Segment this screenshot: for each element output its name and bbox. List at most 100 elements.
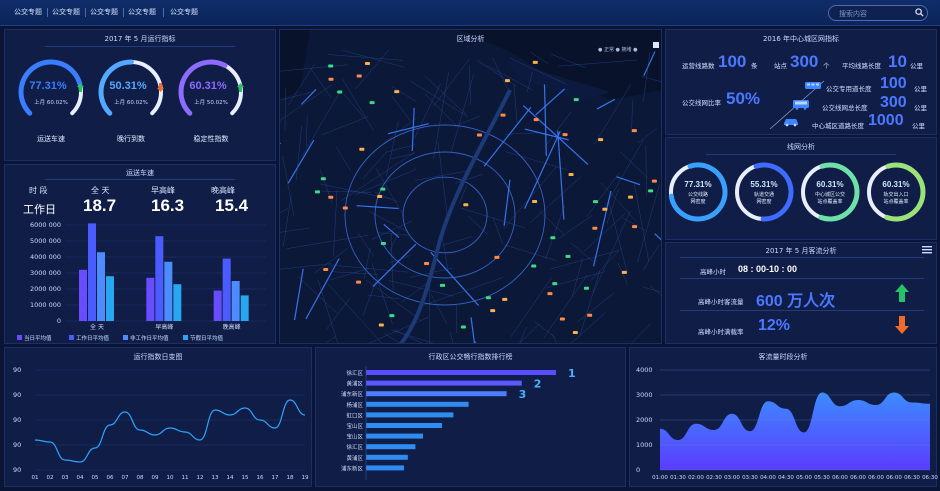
traffic-marker[interactable] xyxy=(532,60,538,64)
traffic-marker[interactable] xyxy=(494,255,500,259)
traffic-marker[interactable] xyxy=(359,147,365,151)
series-line[interactable] xyxy=(34,399,306,463)
bar[interactable] xyxy=(79,269,87,321)
traffic-marker[interactable] xyxy=(323,267,329,271)
traffic-marker[interactable] xyxy=(533,118,539,122)
traffic-marker[interactable] xyxy=(500,113,506,117)
traffic-marker[interactable] xyxy=(602,207,608,211)
rank-bar[interactable] xyxy=(366,412,454,418)
traffic-marker[interactable] xyxy=(364,61,370,65)
nav-item-1[interactable]: 公交专题 xyxy=(14,8,42,16)
traffic-marker[interactable] xyxy=(380,241,386,245)
traffic-marker[interactable] xyxy=(328,195,334,199)
city-road-map[interactable] xyxy=(280,30,662,344)
traffic-marker[interactable] xyxy=(592,226,598,230)
traffic-marker[interactable] xyxy=(328,77,334,81)
nav-item-4[interactable]: 公交专题 xyxy=(128,8,156,16)
map-corner-icon[interactable] xyxy=(653,42,659,48)
traffic-marker[interactable] xyxy=(440,283,446,287)
nav-item-3[interactable]: 公交专题 xyxy=(90,8,118,16)
traffic-marker[interactable] xyxy=(342,206,348,210)
traffic-marker[interactable] xyxy=(550,236,556,240)
load-label: 高峰小时满载率 xyxy=(698,328,744,336)
traffic-marker[interactable] xyxy=(378,323,384,327)
traffic-marker[interactable] xyxy=(572,331,578,335)
traffic-marker[interactable] xyxy=(377,195,383,199)
traffic-marker[interactable] xyxy=(583,286,589,290)
nav-item-5[interactable]: 公交专题 xyxy=(170,8,198,16)
traffic-marker[interactable] xyxy=(547,292,553,296)
search-icon[interactable] xyxy=(915,8,924,17)
bar[interactable] xyxy=(222,258,231,321)
road xyxy=(357,232,375,257)
traffic-marker[interactable] xyxy=(628,195,634,199)
bar[interactable] xyxy=(146,277,155,321)
traffic-marker[interactable] xyxy=(502,297,508,301)
traffic-marker[interactable] xyxy=(504,79,510,83)
menu-icon[interactable] xyxy=(922,246,932,254)
traffic-marker[interactable] xyxy=(320,177,326,181)
traffic-marker[interactable] xyxy=(587,313,593,317)
bar[interactable] xyxy=(97,252,105,321)
rank-bar[interactable] xyxy=(366,465,404,471)
traffic-marker[interactable] xyxy=(424,261,430,265)
bar[interactable] xyxy=(173,284,182,321)
traffic-marker[interactable] xyxy=(490,309,496,313)
traffic-marker[interactable] xyxy=(648,189,654,193)
bar[interactable] xyxy=(88,223,96,321)
area-series[interactable] xyxy=(660,392,930,471)
traffic-marker[interactable] xyxy=(485,296,491,300)
traffic-marker[interactable] xyxy=(565,254,571,258)
rank-bar[interactable] xyxy=(366,380,522,386)
traffic-marker[interactable] xyxy=(394,90,400,94)
speed-title: 运送车速 xyxy=(126,169,154,177)
rank-bar[interactable] xyxy=(366,370,556,375)
rank-bar[interactable] xyxy=(366,423,442,428)
traffic-marker[interactable] xyxy=(369,101,375,105)
rank-bar[interactable] xyxy=(366,401,469,407)
road xyxy=(637,184,660,263)
traffic-marker[interactable] xyxy=(632,225,638,229)
traffic-marker[interactable] xyxy=(380,187,386,191)
traffic-marker[interactable] xyxy=(476,133,482,137)
search-input[interactable]: 搜索内容 xyxy=(839,10,867,18)
traffic-marker[interactable] xyxy=(389,314,395,318)
traffic-marker[interactable] xyxy=(460,325,466,329)
traffic-marker[interactable] xyxy=(598,138,604,142)
bar[interactable] xyxy=(213,290,222,321)
traffic-marker[interactable] xyxy=(337,90,343,94)
rank-bar[interactable] xyxy=(366,391,507,397)
district-label: 杨浦区 xyxy=(346,401,363,409)
traffic-marker[interactable] xyxy=(328,64,334,68)
traffic-marker[interactable] xyxy=(631,129,637,133)
bar[interactable] xyxy=(155,236,164,321)
rank-bar[interactable] xyxy=(366,454,408,460)
map-panel[interactable]: 区域分析 ● 正常 ● 拥堵 ● xyxy=(279,29,662,344)
search-box[interactable]: 搜索内容 xyxy=(828,5,928,21)
traffic-marker[interactable] xyxy=(559,317,565,321)
traffic-marker[interactable] xyxy=(621,270,627,274)
bar[interactable] xyxy=(106,276,114,321)
traffic-marker[interactable] xyxy=(573,98,579,102)
traffic-marker[interactable] xyxy=(356,74,362,78)
traffic-marker[interactable] xyxy=(531,264,537,268)
traffic-marker[interactable] xyxy=(651,179,657,183)
traffic-marker[interactable] xyxy=(314,190,320,194)
x-tick: 06 xyxy=(107,475,114,481)
bar[interactable] xyxy=(231,281,240,321)
road xyxy=(506,151,568,171)
rank-bar[interactable] xyxy=(366,444,416,450)
traffic-marker[interactable] xyxy=(593,200,599,204)
traffic-marker[interactable] xyxy=(532,199,538,203)
road xyxy=(519,326,527,343)
traffic-marker[interactable] xyxy=(568,173,574,177)
nav-item-2[interactable]: 公交专题 xyxy=(52,8,80,16)
traffic-marker[interactable] xyxy=(552,282,558,286)
traffic-marker[interactable] xyxy=(356,280,362,284)
rank-bar[interactable] xyxy=(366,433,423,439)
traffic-marker[interactable] xyxy=(562,133,568,137)
traffic-marker[interactable] xyxy=(463,203,469,207)
bar[interactable] xyxy=(240,295,249,321)
bar[interactable] xyxy=(164,261,173,321)
